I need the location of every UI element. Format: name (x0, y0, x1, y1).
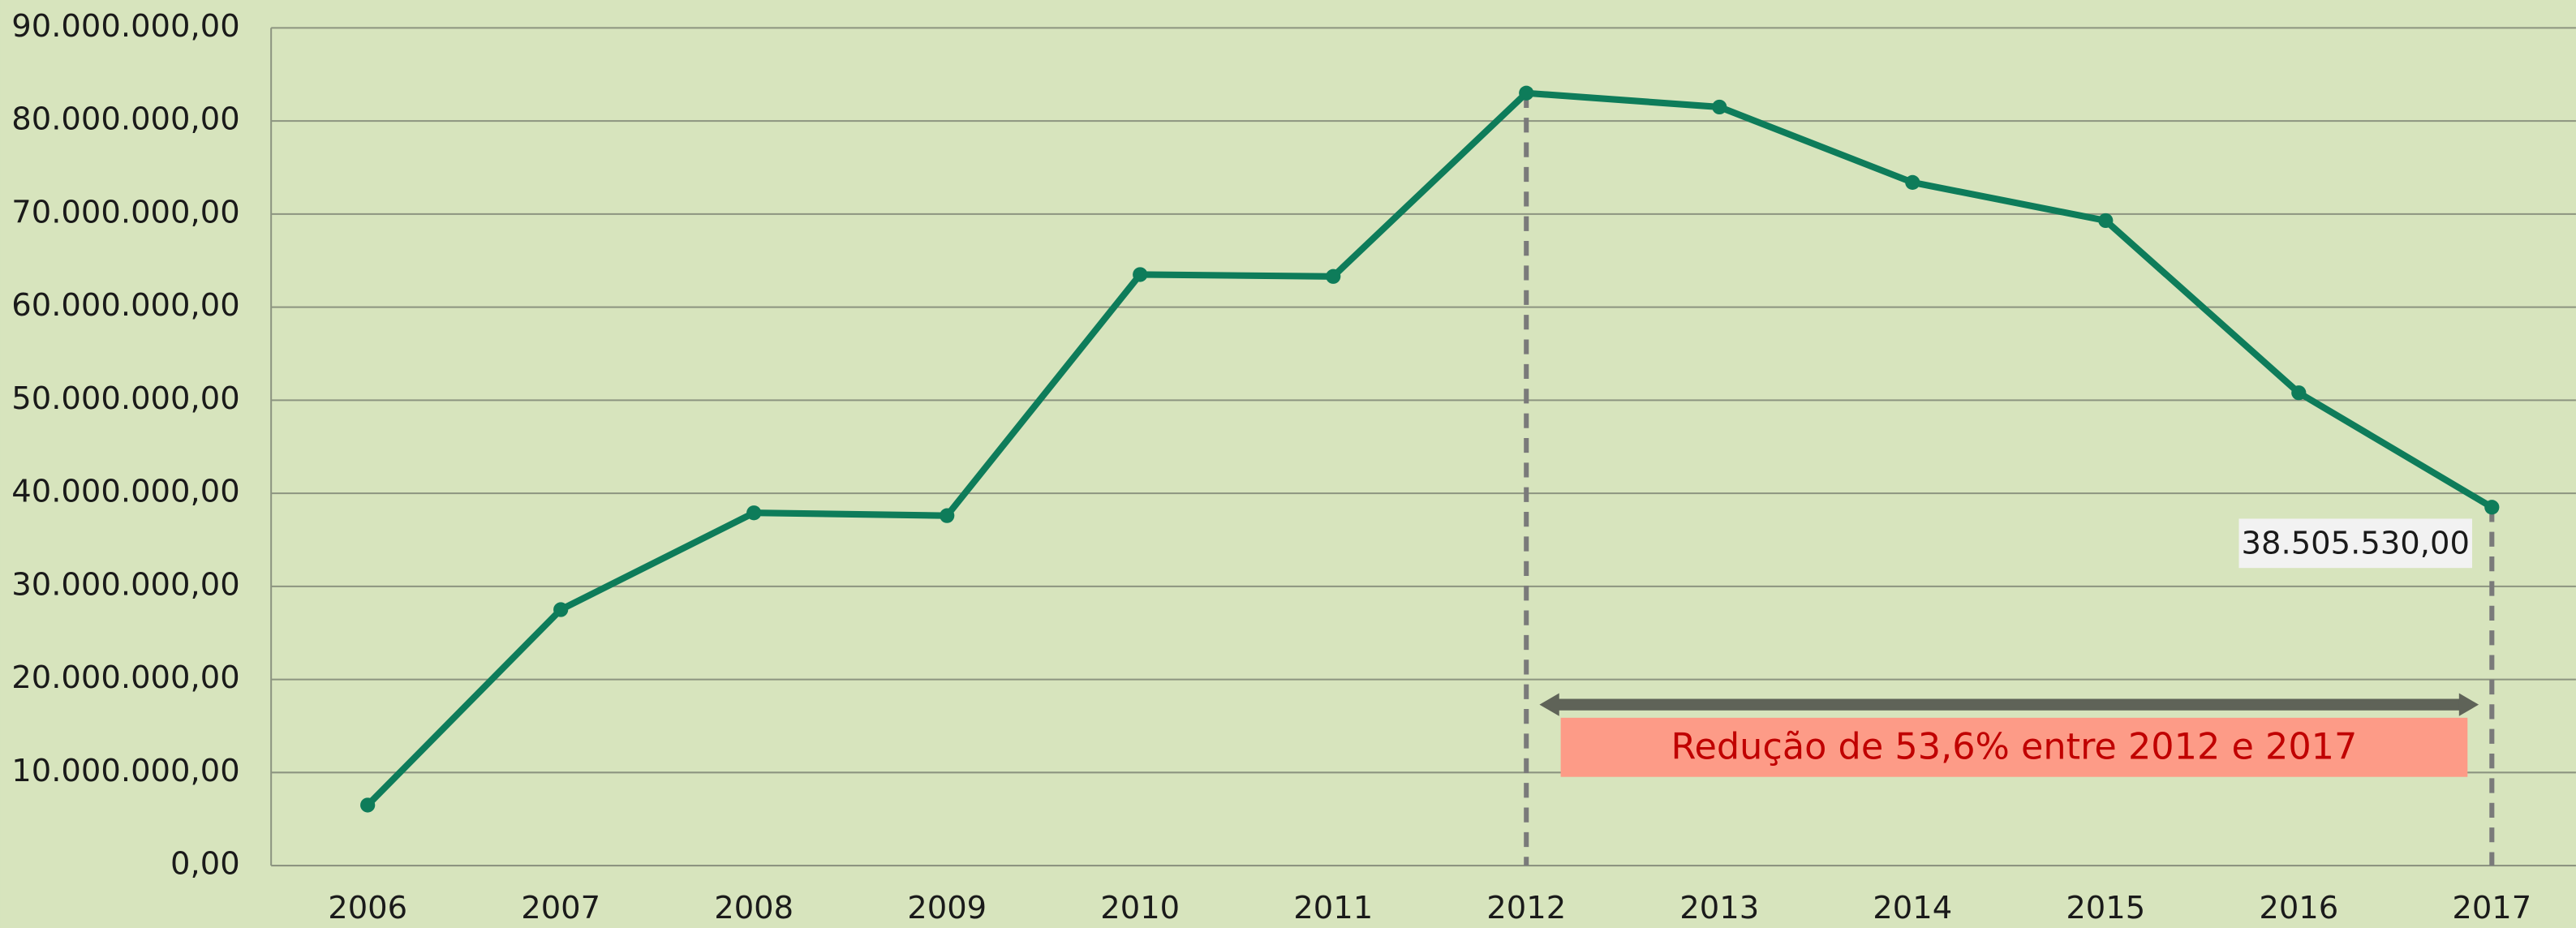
x-tick-label: 2007 (521, 890, 600, 926)
annotation: Redução de 53,6% entre 2012 e 2017 (1671, 725, 2358, 767)
x-tick-label: 2009 (907, 890, 987, 926)
marker (1905, 174, 1920, 190)
x-tick-label: 2016 (2259, 890, 2338, 926)
x-tick-label: 2014 (1873, 890, 1952, 926)
y-tick-label: 60.000.000,00 (11, 287, 239, 324)
marker (940, 508, 955, 523)
marker (1326, 269, 1341, 284)
arrow-head (2458, 693, 2479, 716)
marker (2291, 385, 2307, 401)
marker (553, 602, 569, 617)
marker (2484, 500, 2500, 515)
y-tick-label: 20.000.000,00 (11, 659, 239, 696)
marker (746, 505, 762, 521)
marker (1519, 85, 1534, 101)
marker (360, 797, 376, 813)
marker (1133, 267, 1148, 282)
y-tick-label: 10.000.000,00 (11, 753, 239, 789)
x-tick-label: 2011 (1293, 890, 1373, 926)
data-label-box (2238, 518, 2473, 569)
x-tick-label: 2013 (1679, 890, 1759, 926)
y-tick-label: 50.000.000,00 (11, 380, 239, 417)
x-tick-label: 2017 (2452, 890, 2531, 926)
y-tick-label: 30.000.000,00 (11, 566, 239, 603)
x-tick-label: 2015 (2066, 890, 2145, 926)
data-label: 38.505.530,00 (2242, 525, 2470, 561)
marker (1712, 99, 1727, 115)
marker (2098, 213, 2114, 229)
annotation-box (1560, 717, 2468, 777)
y-tick-label: 0,00 (170, 846, 240, 883)
y-tick-label: 80.000.000,00 (11, 101, 239, 138)
x-tick-label: 2010 (1100, 890, 1180, 926)
y-tick-label: 90.000.000,00 (11, 8, 239, 45)
x-tick-label: 2012 (1486, 890, 1566, 926)
line (365, 89, 2494, 808)
y-tick-label: 40.000.000,00 (11, 474, 239, 510)
y-tick-label: 70.000.000,00 (11, 194, 239, 230)
arrow-head (1539, 693, 1559, 716)
x-tick-label: 2006 (328, 890, 407, 926)
x-tick-label: 2008 (714, 890, 793, 926)
